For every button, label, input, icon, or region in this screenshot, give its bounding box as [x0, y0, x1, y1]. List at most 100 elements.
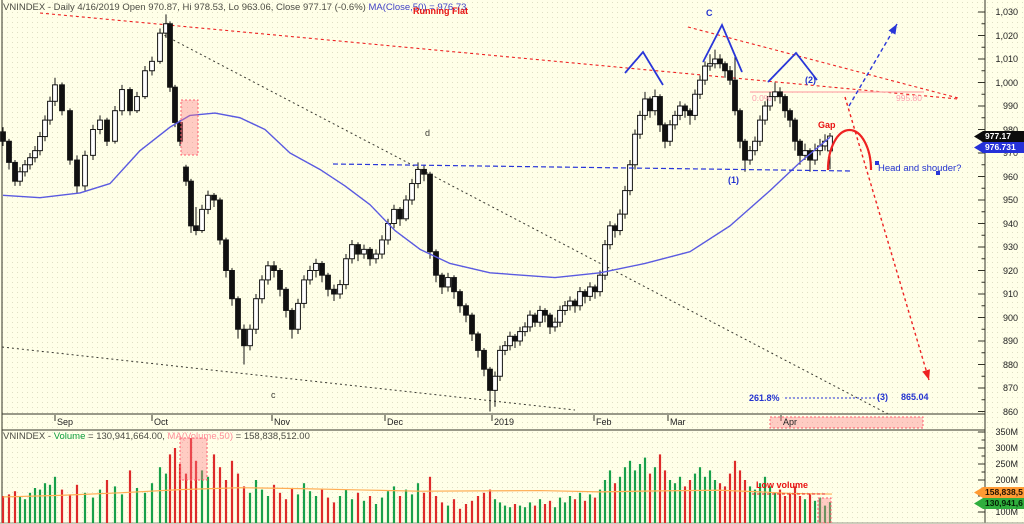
volume-bar — [302, 483, 306, 523]
wave-c-label[interactable]: C — [706, 8, 713, 18]
volume-bar — [326, 497, 330, 523]
volume-bar — [248, 492, 252, 523]
month-label: Dec — [387, 417, 404, 427]
candle — [277, 270, 283, 290]
volume-bar — [284, 499, 288, 523]
candle — [572, 300, 578, 307]
candle — [403, 199, 409, 220]
volume-bar — [356, 492, 360, 523]
price-axis-label: 990 — [1002, 101, 1018, 111]
candle — [177, 121, 183, 142]
candle — [355, 244, 361, 255]
candle — [607, 225, 613, 246]
projection-up-arrow-head — [888, 24, 897, 35]
volume-bar — [308, 491, 312, 523]
wave-3-label[interactable]: (3) — [877, 392, 888, 402]
volume-bar — [708, 470, 712, 523]
candle — [67, 110, 73, 161]
candle — [647, 98, 653, 112]
volume-bar — [128, 470, 132, 523]
candle — [37, 136, 43, 152]
candle — [507, 335, 513, 347]
volume-bar — [482, 492, 486, 523]
candle — [433, 251, 439, 276]
volume-bar — [43, 483, 47, 523]
volume-bar — [633, 470, 637, 523]
price-axis-label: 1,000 — [995, 77, 1018, 88]
candle — [542, 309, 548, 316]
volume-bar — [374, 504, 378, 523]
candle — [652, 96, 658, 112]
candle — [637, 114, 643, 135]
candle — [373, 253, 379, 260]
candle — [421, 168, 427, 175]
volume-title-ma-label: MA(Volume,50) — [167, 431, 234, 442]
volume-title-label: Volume — [53, 431, 86, 442]
volume-bar — [588, 494, 592, 523]
candle — [27, 157, 33, 166]
candle — [727, 70, 733, 81]
candle — [767, 96, 773, 107]
running-flat-annotation[interactable]: Running Flat — [413, 6, 468, 16]
volume-bar — [476, 496, 480, 523]
head-shoulders-zigzag — [767, 51, 818, 83]
volume-bar — [48, 484, 52, 523]
price-axis-label: 970 — [1002, 148, 1018, 158]
price-axis-label: 870 — [1002, 383, 1018, 393]
volume-bar — [733, 460, 737, 523]
volume-bar — [568, 496, 572, 523]
volume-bar — [668, 480, 672, 523]
wave-2-label[interactable]: (2) — [805, 75, 816, 85]
volume-ma50-line — [2, 487, 833, 498]
candle — [527, 314, 533, 328]
volume-bar — [338, 496, 342, 523]
candle — [627, 164, 633, 192]
wave-c-minor-label[interactable]: c — [271, 390, 276, 400]
volume-title-value: = 130,941,664.00, — [85, 431, 168, 442]
volume-bar — [603, 480, 607, 523]
candle — [188, 180, 194, 227]
volume-bar — [643, 457, 647, 523]
candle — [295, 302, 301, 330]
candle — [397, 208, 403, 220]
volume-bar — [236, 473, 240, 523]
volume-bar — [508, 507, 512, 523]
candle — [732, 79, 738, 112]
candle — [752, 140, 758, 152]
candle — [487, 368, 493, 391]
head-and-shoulder-annotation[interactable]: Head and shouder? — [878, 163, 962, 174]
volume-bar — [135, 488, 139, 523]
volume-bar — [272, 484, 276, 523]
candle — [283, 288, 289, 311]
wave-d-label[interactable]: d — [425, 128, 431, 138]
candle — [537, 309, 543, 323]
candle — [127, 89, 133, 112]
price-axis-label: 880 — [1002, 359, 1018, 370]
month-label: Apr — [783, 417, 798, 427]
volume-axis-label: 350M — [995, 427, 1018, 437]
candle — [167, 23, 173, 88]
fib-261-label[interactable]: 261.8% — [749, 393, 780, 403]
candle — [587, 286, 593, 297]
fib-target-value: 865.04 — [901, 392, 929, 402]
price-axis-label: 1,020 — [995, 30, 1018, 41]
volume-bar — [380, 497, 384, 523]
gap-annotation[interactable]: Gap — [818, 120, 836, 130]
volume-bar — [452, 499, 456, 523]
volume-bar — [798, 496, 802, 523]
volume-bar — [458, 508, 462, 523]
volume-bar — [178, 464, 182, 523]
volume-bar — [608, 470, 612, 523]
volume-bar — [623, 467, 627, 523]
fib-0-label[interactable]: 0.0% — [752, 93, 772, 103]
candle — [415, 168, 421, 185]
low-volume-annotation[interactable]: Low volume — [756, 480, 809, 490]
wave-1-label[interactable]: (1) — [728, 175, 739, 185]
volume-bar — [688, 480, 692, 523]
volume-title-ma-value: = 158,838,512.00 — [233, 431, 310, 442]
selection-handle — [875, 161, 879, 165]
volume-bar — [528, 502, 532, 523]
volume-bar — [648, 473, 652, 523]
volume-bar — [563, 502, 567, 523]
